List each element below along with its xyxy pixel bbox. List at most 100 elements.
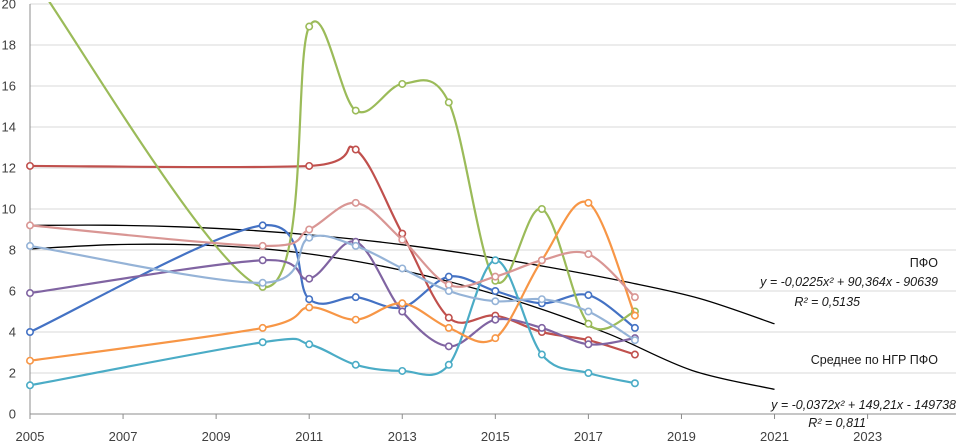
trendline-annotations: ПФО y = -0,0225x² + 90,364x - 90639 R² =… xyxy=(759,256,956,430)
pfo-trend-name: ПФО xyxy=(910,256,938,270)
series-6-point-2010 xyxy=(258,323,267,332)
series-1-point-2011 xyxy=(305,295,314,304)
series-5-point-2015 xyxy=(491,256,500,265)
series-7 xyxy=(25,198,639,302)
y-tick-label-10: 10 xyxy=(2,202,16,217)
series-2-line xyxy=(30,145,636,356)
series-8-line xyxy=(30,234,636,342)
series-7-point-2016 xyxy=(537,256,546,265)
series-1-point-2015 xyxy=(491,286,500,295)
series-4-point-2014 xyxy=(444,342,453,351)
series-3-point-2013 xyxy=(398,79,407,88)
x-tick-label-2019: 2019 xyxy=(667,429,696,442)
series-3-point-2016 xyxy=(537,205,546,214)
series-2-point-2014 xyxy=(444,313,453,322)
data-series xyxy=(25,2,639,390)
series-4-point-2010 xyxy=(258,256,267,265)
series-6-point-2012 xyxy=(351,315,360,324)
series-5 xyxy=(25,256,639,390)
series-8-point-2018 xyxy=(630,336,639,345)
y-tick-label-14: 14 xyxy=(2,120,16,135)
series-8-point-2013 xyxy=(398,264,407,273)
series-1-point-2012 xyxy=(351,293,360,302)
series-3-point-2011 xyxy=(305,22,314,31)
series-6-point-2015 xyxy=(491,334,500,343)
series-5-point-2010 xyxy=(258,338,267,347)
series-6 xyxy=(25,198,639,365)
series-3-point-2017 xyxy=(584,319,593,328)
pfo-trend-r2: R² = 0,5135 xyxy=(794,295,860,309)
series-2-point-2018 xyxy=(630,350,639,359)
y-tick-label-0: 0 xyxy=(9,407,16,422)
series-7-point-2010 xyxy=(258,241,267,250)
series-7-point-2013 xyxy=(398,235,407,244)
series-8-point-2016 xyxy=(537,295,546,304)
series-8-point-2011 xyxy=(305,233,314,242)
series-4-point-2016 xyxy=(537,323,546,332)
series-3-point-2014 xyxy=(444,98,453,107)
series-6-point-2018 xyxy=(630,311,639,320)
series-6-point-2017 xyxy=(584,198,593,207)
x-tick-label-2007: 2007 xyxy=(109,429,138,442)
series-1-point-2005 xyxy=(25,327,34,336)
x-tick-label-2009: 2009 xyxy=(202,429,231,442)
x-tick-label-2023: 2023 xyxy=(853,429,882,442)
series-6-point-2005 xyxy=(25,356,34,365)
axes xyxy=(29,4,956,419)
tick-labels: 0 2 4 6 8 10 12 14 16 18 20 2005 2007 2009 2011 2013 201… xyxy=(2,0,883,442)
y-tick-label-12: 12 xyxy=(2,161,16,176)
series-1-point-2018 xyxy=(630,323,639,332)
y-tick-label-4: 4 xyxy=(9,325,16,340)
x-tick-label-2011: 2011 xyxy=(295,429,323,442)
series-5-point-2011 xyxy=(305,340,314,349)
series-2-point-2005 xyxy=(25,161,34,170)
series-8-point-2012 xyxy=(351,241,360,250)
series-2-point-2011 xyxy=(305,161,314,170)
y-tick-label-2: 2 xyxy=(9,366,16,381)
avg-trend-r2: R² = 0,811 xyxy=(808,416,866,430)
series-4-point-2015 xyxy=(491,315,500,324)
series-8 xyxy=(25,233,639,345)
series-3-point-2012 xyxy=(351,106,360,115)
avg-trend-name: Среднее по НГР ПФО xyxy=(811,353,939,367)
y-tick-label-18: 18 xyxy=(2,38,16,53)
series-8-point-2010 xyxy=(258,278,267,287)
series-8-point-2015 xyxy=(491,297,500,306)
x-tick-label-2017: 2017 xyxy=(574,429,603,442)
series-7-point-2005 xyxy=(25,221,34,230)
series-8-point-2005 xyxy=(25,241,34,250)
series-7-point-2018 xyxy=(630,293,639,302)
series-4-point-2011 xyxy=(305,274,314,283)
series-7-point-2011 xyxy=(305,225,314,234)
pfo-trend-equation: y = -0,0225x² + 90,364x - 90639 xyxy=(759,275,938,289)
y-tick-label-20: 20 xyxy=(2,0,16,12)
trendline-1 xyxy=(29,224,775,325)
series-8-point-2014 xyxy=(444,286,453,295)
series-1-point-2017 xyxy=(584,291,593,300)
series-1-point-2010 xyxy=(258,221,267,230)
series-8-point-2017 xyxy=(584,307,593,316)
series-5-point-2012 xyxy=(351,360,360,369)
series-7-point-2017 xyxy=(584,250,593,259)
series-5-point-2016 xyxy=(537,350,546,359)
series-6-point-2013 xyxy=(398,299,407,308)
series-2-point-2012 xyxy=(351,145,360,154)
series-1-point-2014 xyxy=(444,272,453,281)
series-4-point-2017 xyxy=(584,340,593,349)
series-6-point-2014 xyxy=(444,323,453,332)
series-5-point-2005 xyxy=(25,381,34,390)
y-tick-label-16: 16 xyxy=(2,79,16,94)
series-6-point-2011 xyxy=(305,303,314,312)
x-tick-label-2013: 2013 xyxy=(388,429,417,442)
avg-trend-equation: y = -0,0372x² + 149,21x - 149738 xyxy=(770,398,956,412)
series-4-point-2005 xyxy=(25,289,34,298)
y-tick-label-6: 6 xyxy=(9,284,16,299)
series-7-point-2015 xyxy=(491,272,500,281)
series-5-point-2014 xyxy=(444,360,453,369)
x-tick-label-2015: 2015 xyxy=(481,429,510,442)
series-5-point-2017 xyxy=(584,368,593,377)
series-5-point-2018 xyxy=(630,379,639,388)
y-tick-label-8: 8 xyxy=(9,243,16,258)
x-tick-label-2021: 2021 xyxy=(760,429,789,442)
